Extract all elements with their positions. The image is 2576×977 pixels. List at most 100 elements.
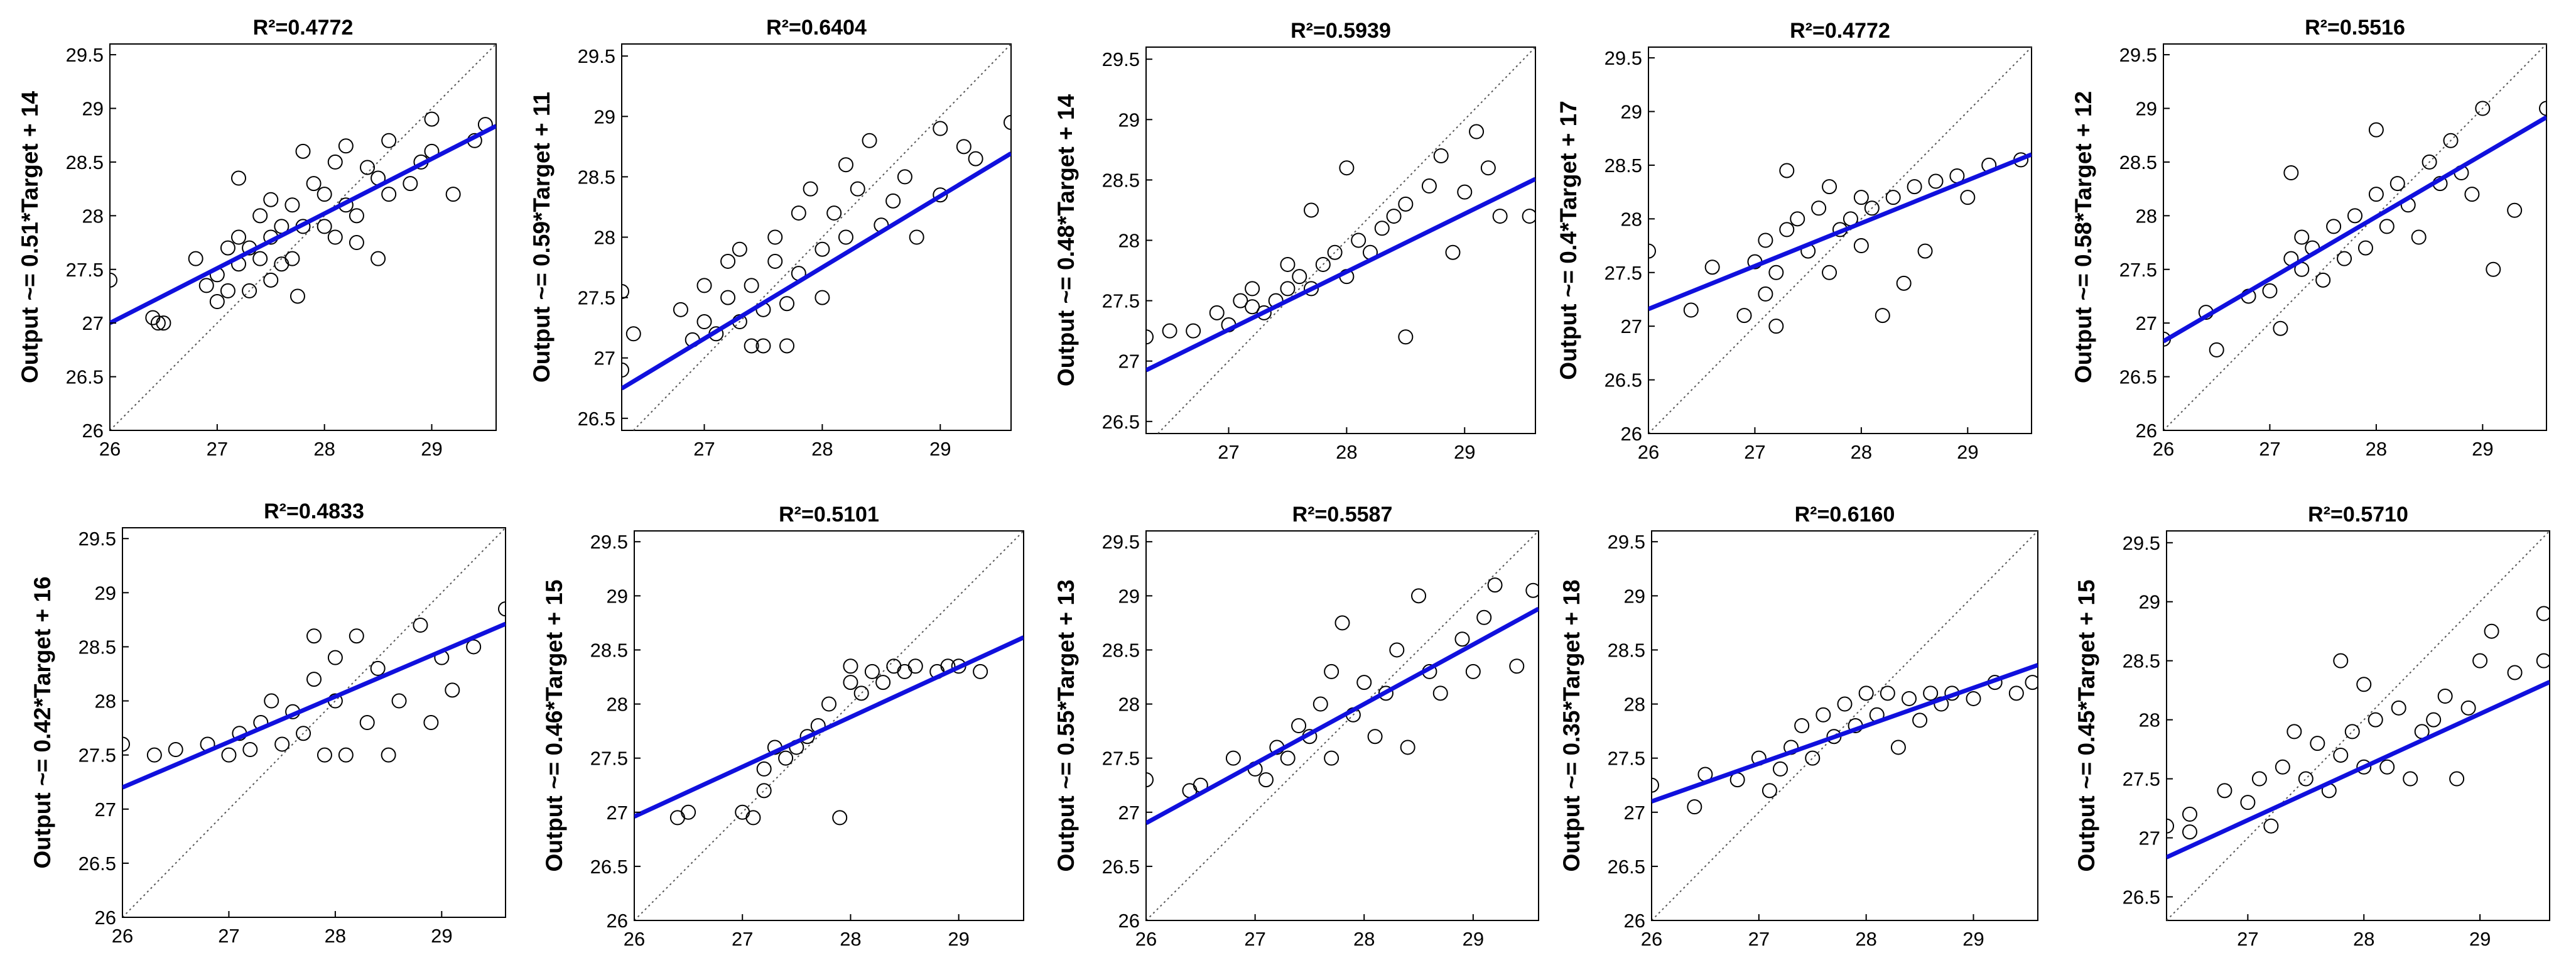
x-tick-label: 28 (1855, 928, 1876, 950)
data-point (413, 618, 428, 633)
data-point (745, 810, 761, 826)
y-tick-label: 26 (95, 907, 116, 929)
data-point (838, 229, 853, 245)
data-point (466, 639, 482, 655)
y-tick-label: 26 (2136, 420, 2157, 442)
data-point (1245, 299, 1260, 315)
data-point (1890, 740, 1906, 755)
data-point (1445, 244, 1461, 260)
data-point (1339, 160, 1355, 176)
panel-5: 26 27 28 29 26 26.5 27 27.5 28 28.5 29 29.5 R²=0.551… (2070, 16, 2547, 460)
data-point (767, 253, 783, 269)
data-point (381, 133, 397, 148)
y-tick-label: 28.5 (1605, 155, 1642, 177)
data-point (2251, 771, 2267, 787)
data-point (1816, 707, 1831, 723)
data-point (424, 111, 440, 127)
data-point (909, 229, 924, 245)
plot-area (1652, 531, 2038, 920)
data-point (2460, 700, 2476, 716)
data-point (2315, 272, 2331, 288)
data-point (381, 747, 396, 763)
data-point (1687, 799, 1702, 815)
data-point (1367, 729, 1383, 745)
data-point (2437, 689, 2453, 704)
data-point (1292, 269, 1307, 285)
data-point (622, 362, 629, 378)
data-point (696, 314, 712, 330)
data-point (1304, 202, 1319, 218)
x-tick-label: 29 (929, 438, 951, 460)
data-point (2539, 101, 2546, 116)
data-point (290, 288, 305, 304)
y-tick-label: 27 (1621, 315, 1642, 337)
data-point (1245, 281, 1260, 297)
data-point (1853, 190, 1869, 205)
data-point (1773, 761, 1788, 777)
x-tick-label: 29 (1463, 928, 1484, 950)
y-tick-label: 29 (607, 585, 628, 607)
data-point (1280, 256, 1296, 272)
data-point (720, 253, 736, 269)
data-point (2507, 665, 2523, 680)
data-point (2368, 122, 2384, 138)
data-point (110, 272, 117, 288)
y-tick-label: 29.5 (2119, 44, 2157, 66)
fit-line (1146, 606, 1539, 826)
data-point (843, 658, 858, 674)
data-point (2449, 771, 2465, 787)
y-tick-label: 29.5 (578, 45, 615, 67)
panel-title: R²=0.5101 (779, 503, 879, 527)
data-point (755, 338, 771, 354)
x-tick-label: 28 (2353, 928, 2374, 950)
data-point (2286, 724, 2302, 740)
data-point (2209, 342, 2224, 358)
data-point (2403, 771, 2418, 787)
y-tick-label: 28 (82, 205, 104, 227)
data-point (349, 628, 364, 644)
y-tick-label: 28.5 (2123, 650, 2160, 672)
identity-line (1652, 531, 2038, 920)
identity-line (2167, 531, 2550, 920)
x-tick-label: 26 (624, 928, 645, 950)
data-point (1509, 658, 1525, 674)
y-axis-label: Output ~= 0.55*Target + 13 (1053, 579, 1079, 871)
y-tick-label: 26 (1624, 910, 1645, 932)
data-point (778, 750, 794, 766)
data-point (445, 682, 460, 698)
data-point (1432, 685, 1448, 701)
data-point (371, 251, 386, 266)
data-point (1902, 690, 1917, 706)
identity-line (1146, 531, 1539, 920)
data-point (1912, 712, 1928, 728)
y-tick-label: 28 (1624, 694, 1645, 716)
y-tick-label: 26.5 (2119, 366, 2157, 388)
data-point (317, 747, 332, 763)
x-tick-label: 28 (2366, 438, 2387, 460)
data-point (933, 187, 948, 203)
data-point (1225, 750, 1241, 766)
data-point (1811, 200, 1827, 216)
y-tick-label: 27.5 (1102, 748, 1140, 770)
data-point (220, 283, 235, 298)
data-point (622, 283, 629, 299)
y-tick-label: 27 (2139, 827, 2160, 849)
data-point (1146, 329, 1154, 345)
data-point (973, 663, 988, 679)
data-point (1291, 718, 1307, 733)
data-point (2507, 202, 2523, 218)
data-point (2486, 261, 2501, 277)
panel-3: 27 28 29 26.5 27 27.5 28 28.5 29 29.5 R²=0.5939 Out… (1053, 19, 1536, 463)
data-point (338, 138, 354, 154)
data-point (295, 143, 311, 159)
fit-line (622, 151, 1011, 391)
data-point (1805, 750, 1821, 766)
y-tick-label: 29.5 (1605, 47, 1642, 69)
y-axis-label: Output ~= 0.35*Target + 18 (1559, 579, 1584, 871)
y-tick-label: 27.5 (1608, 748, 1645, 770)
y-tick-label: 26.5 (1605, 369, 1642, 391)
y-tick-label: 27.5 (2123, 768, 2160, 790)
panel-title: R²=0.5587 (1292, 503, 1393, 527)
data-point (498, 601, 506, 617)
data-point (1762, 783, 1777, 799)
